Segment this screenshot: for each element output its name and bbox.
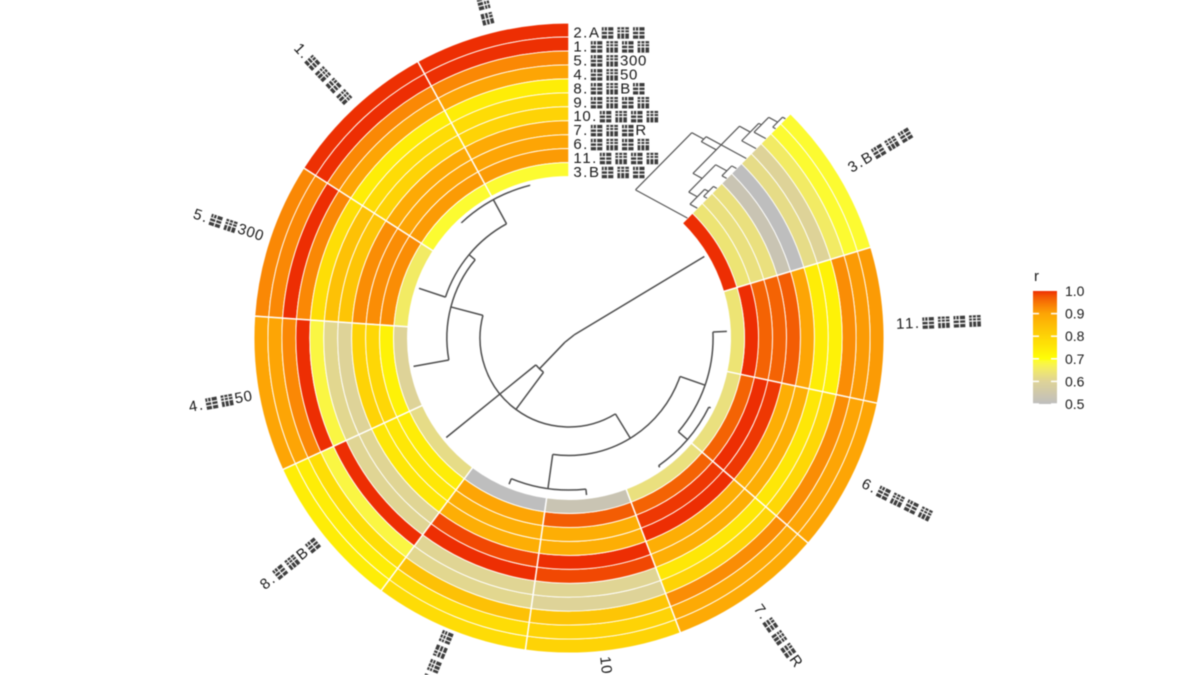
svg-text:1.0: 1.0: [1065, 283, 1085, 299]
svg-text:0.9: 0.9: [1065, 306, 1085, 322]
svg-text:.: .: [583, 25, 587, 42]
svg-text:0.8: 0.8: [1065, 328, 1085, 344]
svg-text:1: 1: [896, 316, 905, 333]
svg-text:.: .: [583, 136, 587, 153]
svg-text:1: 1: [573, 108, 581, 125]
svg-text:1: 1: [573, 150, 581, 167]
svg-text:3: 3: [620, 52, 628, 69]
svg-text:0.7: 0.7: [1065, 351, 1085, 367]
svg-text:B: B: [589, 164, 599, 181]
svg-text:.: .: [583, 122, 587, 139]
svg-text:6: 6: [573, 136, 581, 153]
svg-text:.: .: [592, 150, 596, 167]
svg-text:.: .: [583, 66, 587, 83]
svg-text:5: 5: [233, 389, 244, 407]
svg-text:0: 0: [638, 52, 646, 69]
svg-text:0.5: 0.5: [1065, 396, 1085, 412]
svg-text:1: 1: [573, 38, 581, 55]
svg-text:5: 5: [573, 52, 581, 69]
svg-text:5: 5: [620, 66, 628, 83]
svg-text:.: .: [868, 480, 879, 497]
svg-text:7: 7: [573, 122, 581, 139]
svg-text:0.6: 0.6: [1065, 373, 1085, 389]
svg-text:.: .: [583, 52, 587, 69]
svg-text:1: 1: [905, 315, 914, 332]
svg-text:.: .: [915, 315, 920, 332]
svg-text:B: B: [620, 80, 630, 97]
svg-text:.: .: [583, 94, 587, 111]
svg-text:1: 1: [582, 150, 590, 167]
svg-text:.: .: [583, 80, 587, 97]
svg-text:0: 0: [242, 388, 253, 406]
svg-text:.: .: [592, 108, 596, 125]
svg-text:2: 2: [573, 25, 581, 42]
svg-text:3: 3: [573, 164, 581, 181]
svg-text:.: .: [583, 38, 587, 55]
svg-text:4: 4: [573, 66, 581, 83]
svg-text:.: .: [583, 164, 587, 181]
svg-text:A: A: [589, 25, 599, 42]
svg-text:9: 9: [573, 94, 581, 111]
svg-text:8: 8: [573, 80, 581, 97]
svg-text:4: 4: [187, 398, 198, 416]
svg-text:r: r: [1034, 268, 1039, 285]
svg-text:0: 0: [629, 66, 637, 83]
svg-text:0: 0: [629, 52, 637, 69]
svg-text:0: 0: [582, 108, 590, 125]
svg-text:.: .: [197, 397, 204, 414]
svg-text:0: 0: [597, 664, 615, 674]
svg-text:1: 1: [596, 655, 614, 665]
svg-text:R: R: [635, 122, 646, 139]
svg-text:.: .: [200, 209, 209, 226]
